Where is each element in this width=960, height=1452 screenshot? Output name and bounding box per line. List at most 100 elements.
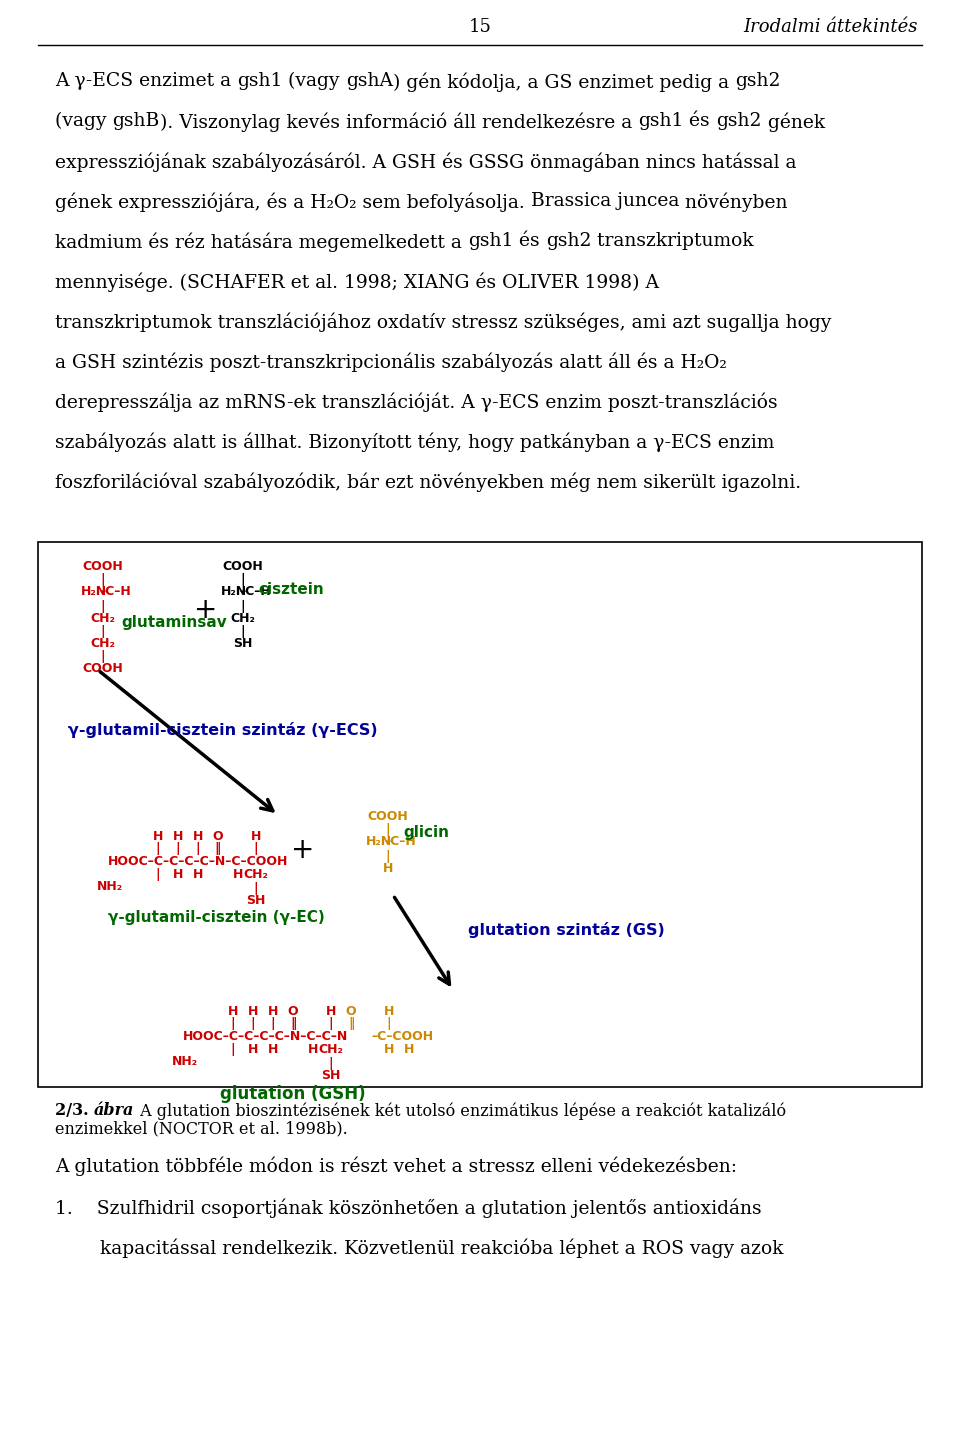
Text: gshA: gshA <box>346 73 393 90</box>
Text: |: | <box>328 1057 333 1070</box>
Text: –C–H: –C–H <box>239 585 271 598</box>
Text: |: | <box>241 624 246 637</box>
Text: –C–COOH: –C–COOH <box>371 1029 433 1043</box>
Text: H: H <box>384 1005 395 1018</box>
Text: H: H <box>173 868 183 881</box>
Text: ábra: ábra <box>94 1102 134 1119</box>
Text: glicin: glicin <box>403 825 449 839</box>
Text: HOOC–C–C–C–C–N–C–C–N: HOOC–C–C–C–C–N–C–C–N <box>183 1029 348 1043</box>
Text: |: | <box>230 1016 235 1029</box>
Text: H: H <box>248 1005 258 1018</box>
Text: |: | <box>271 1016 276 1029</box>
Text: |: | <box>101 600 106 613</box>
Text: COOH: COOH <box>83 560 124 574</box>
Text: COOH: COOH <box>368 810 408 823</box>
Text: O: O <box>213 831 224 844</box>
Text: |: | <box>387 1016 392 1029</box>
Text: ‖: ‖ <box>348 1016 354 1029</box>
Text: gsh1: gsh1 <box>237 73 282 90</box>
Text: –C–H: –C–H <box>384 835 416 848</box>
Text: cisztein: cisztein <box>258 582 324 598</box>
Text: COOH: COOH <box>83 662 124 675</box>
Text: (vagy: (vagy <box>282 73 346 90</box>
Text: ‖: ‖ <box>290 1016 296 1029</box>
Text: H: H <box>193 868 204 881</box>
Text: –C–H: –C–H <box>99 585 131 598</box>
Text: transzkriptumok transzlációjához oxdatív stressz szükséges, ami azt sugallja hog: transzkriptumok transzlációjához oxdatív… <box>55 312 831 331</box>
Text: és: és <box>684 112 716 131</box>
Text: COOH: COOH <box>223 560 263 574</box>
Text: H₂N: H₂N <box>81 585 108 598</box>
Text: gsh2: gsh2 <box>735 73 780 90</box>
Text: expressziójának szabályozásáról. A GSH és GSSG önmagában nincs hatással a: expressziójának szabályozásáról. A GSH é… <box>55 152 797 171</box>
Text: szabályozás alatt is állhat. Bizonyított tény, hogy patkányban a γ-ECS enzim: szabályozás alatt is állhat. Bizonyított… <box>55 433 775 452</box>
Text: H: H <box>173 831 183 844</box>
Text: derepresszálja az mRNS-ek transzlációját. A γ-ECS enzim poszt-transzlációs: derepresszálja az mRNS-ek transzlációját… <box>55 392 778 411</box>
Text: |: | <box>241 574 246 587</box>
Text: +: + <box>194 595 218 624</box>
Text: enzimekkel (NOCTOR et al. 1998b).: enzimekkel (NOCTOR et al. 1998b). <box>55 1119 348 1137</box>
Text: γ-glutamil-cisztein (γ-EC): γ-glutamil-cisztein (γ-EC) <box>108 910 324 925</box>
Text: 1.    Szulfhidril csoportjának köszönhetően a glutation jelentős antioxidáns: 1. Szulfhidril csoportjának köszönhetően… <box>55 1199 761 1218</box>
Text: gshB: gshB <box>112 112 159 131</box>
Text: SH: SH <box>247 894 266 908</box>
Text: |: | <box>176 842 180 855</box>
Text: NH₂: NH₂ <box>97 880 123 893</box>
Text: |: | <box>196 842 201 855</box>
Text: |: | <box>386 849 391 862</box>
Text: H: H <box>268 1005 278 1018</box>
Text: H: H <box>404 1043 414 1056</box>
Text: H: H <box>193 831 204 844</box>
Text: |: | <box>101 650 106 664</box>
Text: |: | <box>156 842 160 855</box>
Text: H: H <box>308 1043 318 1056</box>
Text: 15: 15 <box>468 17 492 36</box>
Text: transzkriptumok: transzkriptumok <box>591 232 754 250</box>
Text: H: H <box>384 1043 395 1056</box>
Text: |: | <box>253 881 258 894</box>
Text: gének expressziójára, és a H₂O₂ sem befolyásolja.: gének expressziójára, és a H₂O₂ sem befo… <box>55 192 531 212</box>
Text: CH₂: CH₂ <box>244 868 269 881</box>
Text: |: | <box>101 624 106 637</box>
Text: H: H <box>251 831 261 844</box>
Text: A glutation bioszintézisének két utolsó enzimátikus lépése a reakciót katalizáló: A glutation bioszintézisének két utolsó … <box>134 1102 785 1119</box>
Text: |: | <box>253 842 258 855</box>
Text: SH: SH <box>233 637 252 650</box>
Text: Brassica juncea: Brassica juncea <box>531 192 679 211</box>
Text: H₂N: H₂N <box>221 585 247 598</box>
Text: Irodalmi áttekintés: Irodalmi áttekintés <box>743 17 918 36</box>
Text: gsh2: gsh2 <box>546 232 591 250</box>
Text: SH: SH <box>322 1069 341 1082</box>
Text: H: H <box>228 1005 238 1018</box>
Text: |: | <box>101 574 106 587</box>
Text: O: O <box>288 1005 299 1018</box>
Text: H: H <box>233 868 243 881</box>
Text: γ-glutamil-cisztein szintáz (γ-ECS): γ-glutamil-cisztein szintáz (γ-ECS) <box>68 722 378 738</box>
Text: CH₂: CH₂ <box>90 611 115 624</box>
Text: H: H <box>268 1043 278 1056</box>
Text: H: H <box>325 1005 336 1018</box>
Text: gsh1: gsh1 <box>468 232 514 250</box>
Text: CH₂: CH₂ <box>230 611 255 624</box>
Text: A glutation többféle módon is részt vehet a stressz elleni védekezésben:: A glutation többféle módon is részt vehe… <box>55 1157 737 1176</box>
Text: gsh2: gsh2 <box>716 112 761 131</box>
Text: (vagy: (vagy <box>55 112 112 131</box>
Text: ). Viszonylag kevés információ áll rendelkezésre a: ). Viszonylag kevés információ áll rende… <box>159 112 638 132</box>
Text: ) gén kódolja, a GS enzimet pedig a: ) gén kódolja, a GS enzimet pedig a <box>393 73 735 91</box>
Text: H: H <box>383 862 394 876</box>
Text: H: H <box>248 1043 258 1056</box>
Text: kadmium és réz hatására megemelkedett a: kadmium és réz hatására megemelkedett a <box>55 232 468 251</box>
Text: gsh1: gsh1 <box>638 112 684 131</box>
Text: +: + <box>291 836 315 864</box>
Text: foszforilációval szabályozódik, bár ezt növényekben még nem sikerült igazolni.: foszforilációval szabályozódik, bár ezt … <box>55 472 802 491</box>
Bar <box>38 542 922 1088</box>
Text: H: H <box>153 831 163 844</box>
Text: 2/3.: 2/3. <box>55 1102 94 1119</box>
Text: |: | <box>156 868 160 881</box>
Text: |: | <box>251 1016 255 1029</box>
Text: glutation szintáz (GS): glutation szintáz (GS) <box>468 922 664 938</box>
Text: H₂N: H₂N <box>366 835 392 848</box>
Text: CH₂: CH₂ <box>90 637 115 650</box>
Text: növényben: növényben <box>679 192 787 212</box>
Text: NH₂: NH₂ <box>172 1056 198 1069</box>
